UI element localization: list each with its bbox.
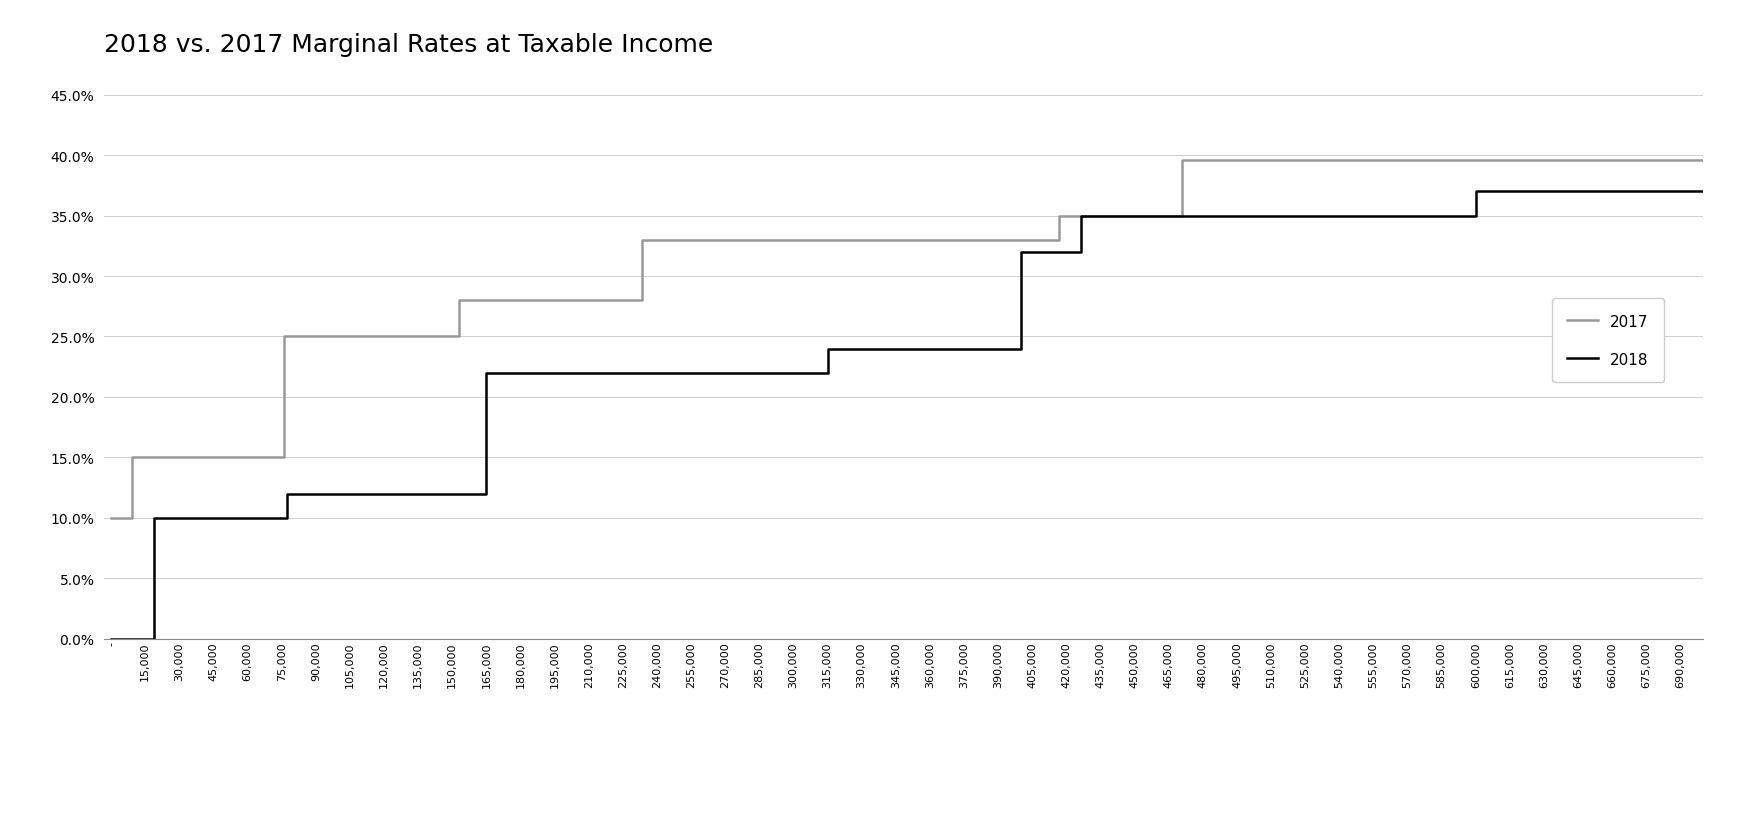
2018 — [817, 344, 838, 354]
Line: 2018: 2018 — [111, 192, 1703, 639]
Line: 2017: 2017 — [111, 161, 1703, 518]
2017 — [101, 514, 122, 523]
2017 — [122, 453, 143, 463]
2018 — [276, 514, 297, 523]
2017 — [1171, 211, 1192, 221]
2018 — [817, 369, 838, 378]
2017 — [631, 296, 652, 305]
2017 — [1048, 211, 1069, 221]
2017 — [1693, 156, 1714, 165]
Legend: 2017, 2018: 2017, 2018 — [1552, 299, 1663, 382]
2018 — [144, 634, 165, 644]
2017 — [273, 453, 294, 463]
2017 — [1171, 156, 1192, 165]
2018 — [1010, 344, 1031, 354]
2017 — [273, 333, 294, 342]
2018 — [1071, 211, 1091, 221]
2018 — [476, 369, 497, 378]
2017 — [122, 514, 143, 523]
2017 — [448, 296, 469, 305]
2018 — [1465, 211, 1486, 221]
2018 — [1465, 188, 1486, 197]
2017 — [448, 333, 469, 342]
2018 — [476, 489, 497, 499]
2018 — [101, 634, 122, 644]
Text: 2018 vs. 2017 Marginal Rates at Taxable Income: 2018 vs. 2017 Marginal Rates at Taxable … — [104, 33, 714, 57]
2018 — [144, 514, 165, 523]
2018 — [1071, 247, 1091, 257]
2018 — [1693, 188, 1714, 197]
2018 — [276, 489, 297, 499]
2018 — [1010, 247, 1031, 257]
2017 — [631, 236, 652, 246]
2017 — [1048, 236, 1069, 246]
